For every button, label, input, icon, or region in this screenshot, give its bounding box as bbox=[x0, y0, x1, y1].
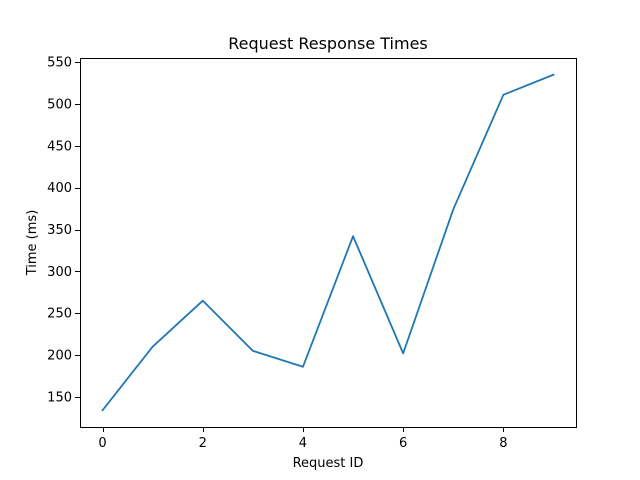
y-tick-label: 400 bbox=[47, 181, 72, 196]
series-layer bbox=[101, 73, 555, 412]
y-tick-label: 150 bbox=[47, 390, 72, 405]
y-tick-label: 250 bbox=[47, 307, 72, 322]
plot-frame bbox=[80, 58, 577, 428]
x-tick-label: 4 bbox=[299, 436, 307, 451]
y-tick-label: 200 bbox=[47, 349, 72, 364]
x-tick-label: 6 bbox=[399, 436, 407, 451]
y-tick-label: 300 bbox=[47, 265, 72, 280]
x-tick-label: 8 bbox=[499, 436, 507, 451]
y-axis-ticks: 150 200 250 300 350 400 450 500 550 bbox=[47, 56, 80, 405]
x-tick-label: 0 bbox=[98, 436, 106, 451]
x-axis-label: Request ID bbox=[293, 456, 364, 471]
y-tick-label: 500 bbox=[47, 98, 72, 113]
x-axis-ticks: 0 2 4 6 8 bbox=[98, 427, 507, 451]
series-line bbox=[101, 73, 555, 412]
y-tick-label: 350 bbox=[47, 223, 72, 238]
y-tick-label: 450 bbox=[47, 139, 72, 154]
y-axis-label: Time (ms) bbox=[25, 210, 40, 277]
plot-area bbox=[80, 58, 576, 427]
x-tick-label: 2 bbox=[199, 436, 207, 451]
y-tick-label: 550 bbox=[47, 56, 72, 71]
chart-title: Request Response Times bbox=[228, 34, 428, 53]
